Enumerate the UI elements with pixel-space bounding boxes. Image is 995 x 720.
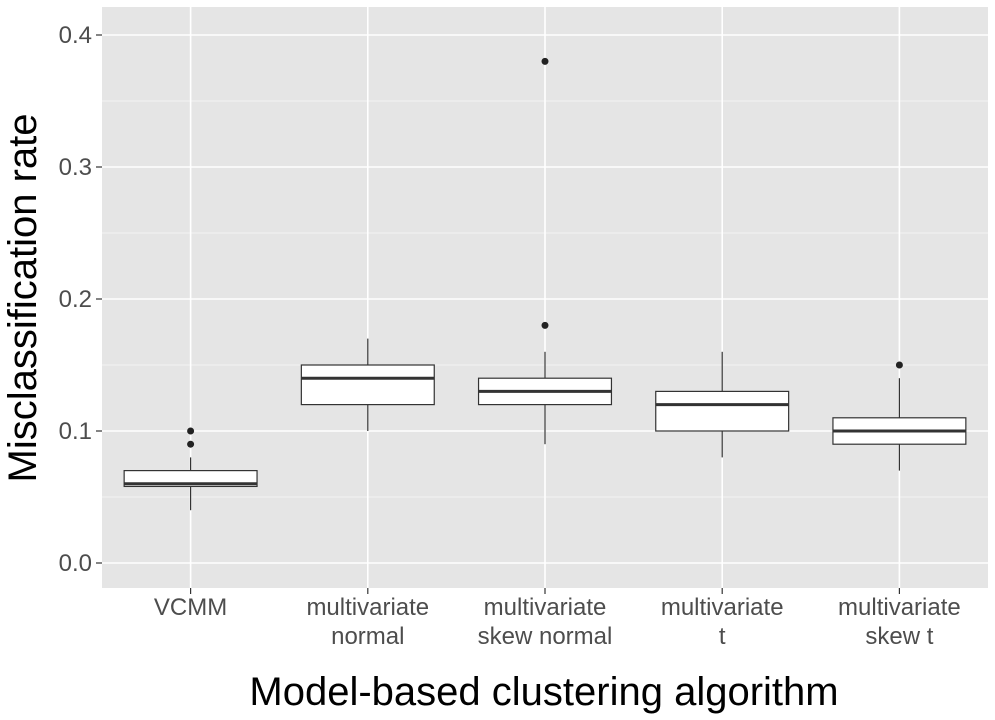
x-tick-label-line: skew normal [478,623,613,650]
x-axis-title: Model-based clustering algorithm [249,670,838,714]
y-tick-label: 0.1 [59,418,92,445]
box-multivariate-t [655,351,790,458]
boxes-layer [123,57,967,511]
x-tick-label-line: multivariate [661,594,784,621]
box-multivariate-normal [300,338,435,431]
box-vcmm [123,427,258,511]
outlier-point [541,57,549,65]
x-tick-label-line: skew t [865,623,933,650]
y-tick-label: 0.4 [59,22,92,49]
y-axis-ticks: 0.0 0.1 0.2 0.3 0.4 [59,22,102,577]
x-tick-label-line: normal [331,623,404,650]
outlier-point [541,321,549,329]
outlier-point [187,427,195,435]
y-tick-label: 0.2 [59,286,92,313]
outlier-point [895,361,903,369]
x-tick-label: multivariate skew normal [478,594,613,650]
x-tick-label-line: t [719,623,726,650]
box-multivariate-skew-normal [477,57,613,445]
x-tick-label: multivariate skew t [838,594,961,650]
x-tick-label-line: multivariate [306,594,429,621]
x-tick-label-line: VCMM [154,594,227,621]
y-tick-label: 0.0 [59,550,92,577]
x-tick-label-line: multivariate [838,594,961,621]
x-tick-label: multivariate normal [306,594,429,650]
iqr-box [655,390,790,432]
box-multivariate-skew-t [832,361,967,471]
outlier-point [187,440,195,448]
y-axis-title: Misclassification rate [1,113,45,482]
x-tick-label-line: multivariate [484,594,607,621]
y-tick-label: 0.3 [59,154,92,181]
x-tick-label: multivariate t [661,594,784,650]
iqr-box [300,364,435,406]
x-tick-label: VCMM [154,594,227,621]
